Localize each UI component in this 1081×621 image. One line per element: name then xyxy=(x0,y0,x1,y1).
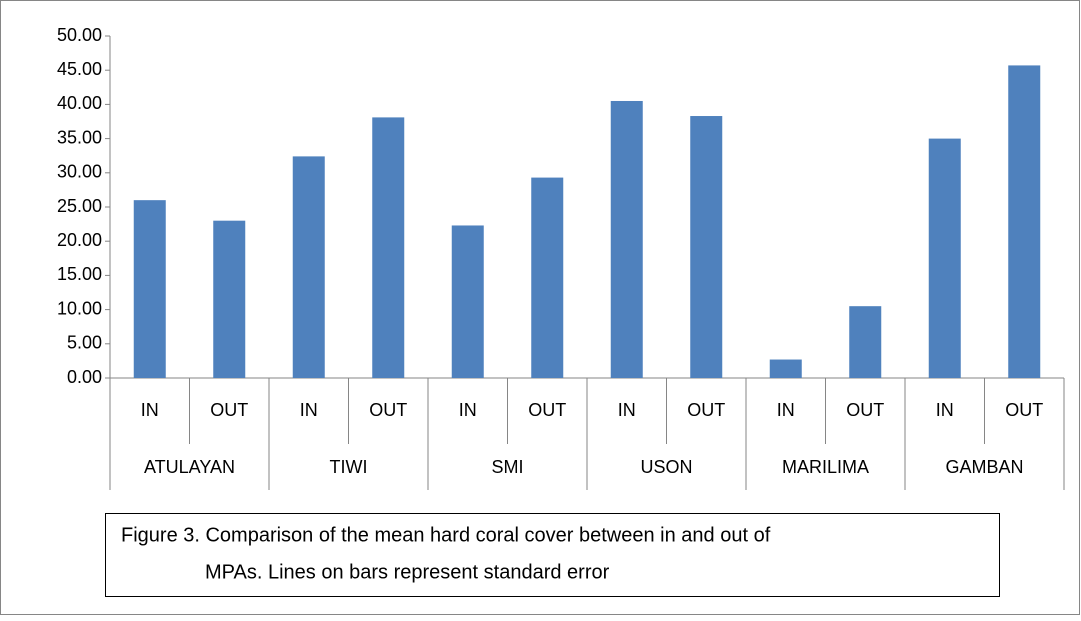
x-tick-label: OUT xyxy=(846,400,884,420)
bar xyxy=(690,116,723,378)
bar xyxy=(292,156,325,378)
bar xyxy=(213,220,246,378)
y-tick-label: 10.00 xyxy=(57,298,102,318)
group-label: SMI xyxy=(491,457,523,477)
bar xyxy=(610,100,643,378)
x-tick-label: IN xyxy=(141,400,159,420)
y-tick-label: 25.00 xyxy=(57,196,102,216)
x-tick-label: OUT xyxy=(210,400,248,420)
bar xyxy=(769,359,802,378)
y-tick-label: 45.00 xyxy=(57,59,102,79)
group-label: MARILIMA xyxy=(782,457,869,477)
y-tick-label: 35.00 xyxy=(57,127,102,147)
x-tick-label: IN xyxy=(618,400,636,420)
x-tick-label: IN xyxy=(459,400,477,420)
group-label: TIWI xyxy=(330,457,368,477)
y-tick-label: 20.00 xyxy=(57,230,102,250)
group-label: GAMBAN xyxy=(945,457,1023,477)
caption-line: Figure 3. Comparison of the mean hard co… xyxy=(121,524,771,546)
x-tick-label: IN xyxy=(300,400,318,420)
group-label: ATULAYAN xyxy=(144,457,235,477)
group-label: USON xyxy=(640,457,692,477)
x-tick-label: IN xyxy=(936,400,954,420)
bar xyxy=(849,306,882,378)
y-tick-label: 30.00 xyxy=(57,162,102,182)
bar xyxy=(372,117,405,379)
y-tick-label: 5.00 xyxy=(67,333,102,353)
caption-box xyxy=(105,513,1000,597)
y-tick-label: 50.00 xyxy=(57,25,102,45)
y-tick-label: 15.00 xyxy=(57,264,102,284)
bar xyxy=(531,177,564,378)
x-tick-label: OUT xyxy=(687,400,725,420)
x-tick-label: OUT xyxy=(1005,400,1043,420)
y-tick-label: 0.00 xyxy=(67,367,102,387)
y-tick-label: 40.00 xyxy=(57,93,102,113)
caption-line: MPAs. Lines on bars represent standard e… xyxy=(205,561,610,583)
bar xyxy=(928,138,961,378)
bar xyxy=(133,200,166,378)
bar xyxy=(1008,65,1041,379)
x-tick-label: OUT xyxy=(369,400,407,420)
x-tick-label: OUT xyxy=(528,400,566,420)
bar xyxy=(451,225,484,378)
x-tick-label: IN xyxy=(777,400,795,420)
